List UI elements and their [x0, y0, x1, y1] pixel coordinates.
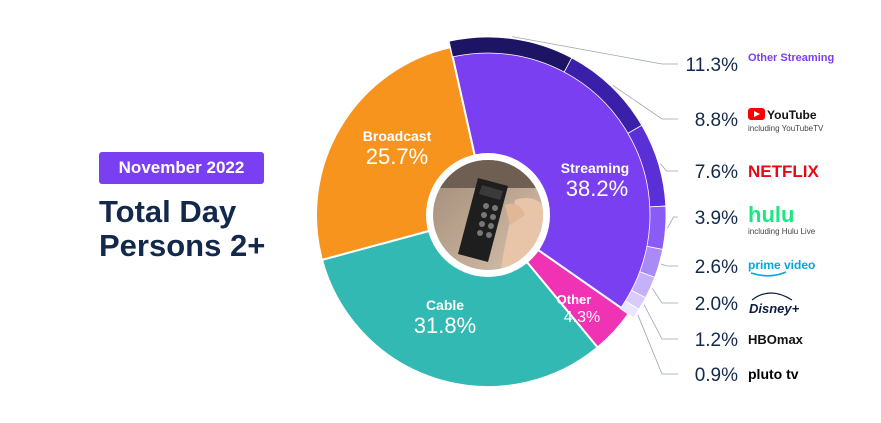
- leader-line-6: [643, 304, 678, 340]
- pct-other-streaming: 11.3%: [686, 55, 739, 76]
- chart-heading: Total Day Persons 2+: [99, 195, 265, 263]
- breakdown-list: 11.3% 8.8% 7.6% 3.9% 2.6% 2.0% 1.2% 0.9%…: [686, 52, 835, 386]
- pie-slice-cable: [320, 213, 600, 388]
- label-cable-value: 31.8%: [414, 313, 476, 338]
- pct-hbomax: 1.2%: [695, 330, 738, 351]
- leader-lines: [512, 36, 678, 375]
- other-streaming-logo: Other Streaming: [748, 52, 834, 64]
- leader-line-5: [651, 288, 678, 304]
- slice-labels: Streaming 38.2% Broadcast 25.7% Cable 31…: [363, 128, 629, 338]
- hulu-wordmark: hulu: [748, 202, 794, 227]
- title-line-1: Total Day: [99, 194, 237, 229]
- date-badge-label: November 2022: [118, 158, 245, 177]
- prime-video-logo: prime video: [748, 258, 815, 277]
- streaming-ring: [448, 36, 667, 319]
- prime-wordmark: prime video: [748, 258, 815, 272]
- label-broadcast-value: 25.7%: [366, 144, 428, 169]
- pct-disney: 2.0%: [695, 294, 738, 315]
- label-streaming-value: 38.2%: [566, 176, 628, 201]
- label-other-value: 4.3%: [564, 309, 600, 326]
- pct-pluto: 0.9%: [695, 365, 738, 386]
- leader-line-3: [667, 216, 678, 229]
- prime-smile-icon: [750, 271, 787, 277]
- youtube-wordmark: YouTube: [767, 108, 817, 122]
- leader-line-0: [512, 36, 678, 65]
- pluto-tv-logo: pluto tv: [748, 366, 799, 382]
- leader-line-7: [637, 314, 678, 375]
- hulu-sub: including Hulu Live: [748, 227, 816, 236]
- disney-arc-icon: [751, 292, 793, 301]
- label-other-name: Other: [557, 292, 592, 307]
- youtube-logo: YouTube including YouTubeTV: [748, 108, 824, 133]
- pct-netflix: 7.6%: [695, 162, 738, 183]
- ring-segment-3: [646, 205, 667, 250]
- disney-wordmark: Disney+: [749, 301, 800, 316]
- pct-youtube: 8.8%: [695, 110, 738, 131]
- date-badge: November 2022: [99, 152, 264, 184]
- label-streaming-name: Streaming: [561, 160, 629, 176]
- leader-line-1: [612, 84, 678, 120]
- leader-line-4: [661, 263, 678, 267]
- label-broadcast-name: Broadcast: [363, 128, 432, 144]
- pluto-wordmark: pluto tv: [748, 366, 799, 382]
- center-photo: [426, 153, 550, 277]
- hbo-max-logo: HBOmax: [748, 332, 804, 347]
- label-cable-name: Cable: [426, 297, 464, 313]
- leader-line-2: [660, 163, 678, 172]
- youtube-sub: including YouTubeTV: [748, 124, 824, 133]
- pct-hulu: 3.9%: [695, 208, 738, 229]
- title-line-2: Persons 2+: [99, 228, 266, 263]
- ring-segment-7: [619, 300, 640, 319]
- hulu-logo: hulu including Hulu Live: [748, 202, 816, 236]
- pct-prime: 2.6%: [695, 257, 738, 278]
- netflix-logo: NETFLIX: [748, 162, 819, 181]
- disney-plus-logo: Disney+: [749, 292, 800, 316]
